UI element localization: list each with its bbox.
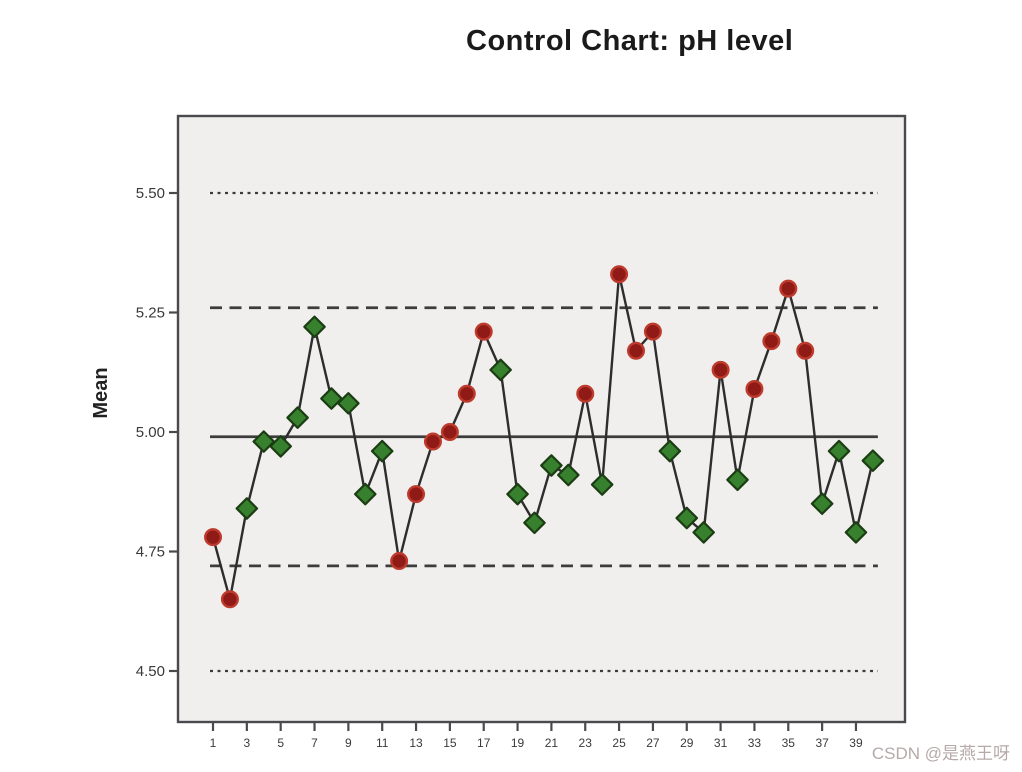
data-point-out-of-control: [203, 528, 222, 547]
y-axis-ticks: 5.50 5.25 5.00 4.75 4.50: [136, 185, 178, 680]
x-tick-label: 25: [612, 736, 626, 750]
y-tick-label: 5.25: [136, 305, 165, 322]
data-point-in-control: [370, 439, 394, 463]
data-point-in-control: [286, 406, 309, 429]
x-tick-label: 31: [714, 736, 728, 750]
data-point-out-of-control: [762, 332, 781, 351]
data-point-out-of-control: [643, 322, 662, 341]
data-point-out-of-control: [796, 341, 815, 360]
data-point-out-of-control: [474, 322, 493, 341]
data-point-out-of-control: [440, 423, 459, 442]
x-tick-label: 33: [748, 736, 762, 750]
data-point-in-control: [658, 439, 682, 463]
data-point-out-of-control: [627, 341, 646, 360]
x-tick-label: 39: [849, 736, 863, 750]
data-point-out-of-control: [745, 379, 764, 398]
data-point-in-control: [235, 497, 259, 520]
data-point-in-control: [506, 482, 529, 506]
x-tick-label: 3: [243, 736, 250, 750]
x-tick-label: 1: [210, 736, 217, 750]
x-tick-label: 27: [646, 736, 660, 750]
data-point-in-control: [269, 435, 292, 458]
x-tick-label: 37: [815, 736, 829, 750]
data-point-in-control: [303, 315, 326, 339]
data-point-in-control: [590, 473, 614, 496]
x-tick-label: 19: [511, 736, 525, 750]
data-point-out-of-control: [220, 590, 239, 609]
y-tick-label: 5.50: [136, 185, 165, 202]
data-point-in-control: [827, 439, 851, 463]
series-line: [211, 273, 875, 601]
data-point-in-control: [337, 392, 360, 415]
data-point-in-control: [489, 358, 512, 382]
watermark: CSDN @是燕王呀: [871, 744, 1010, 763]
data-point-in-control: [726, 468, 749, 492]
data-point-out-of-control: [610, 265, 629, 284]
x-tick-label: 17: [477, 736, 491, 750]
data-point-in-control: [523, 511, 546, 535]
data-point-in-control: [692, 521, 715, 544]
data-points: [203, 265, 885, 609]
data-point-in-control: [353, 482, 377, 506]
data-point-in-control: [810, 492, 834, 515]
chart-title: Control Chart: pH level: [466, 25, 794, 57]
data-point-out-of-control: [576, 384, 595, 403]
y-tick-label: 4.50: [136, 663, 165, 680]
data-point-in-control: [844, 521, 868, 544]
data-point-in-control: [557, 463, 580, 487]
data-point-in-control: [320, 387, 343, 410]
x-tick-label: 35: [782, 736, 796, 750]
x-tick-label: 15: [443, 736, 457, 750]
data-point-in-control: [252, 430, 276, 453]
data-point-out-of-control: [711, 360, 730, 379]
x-tick-label: 23: [579, 736, 593, 750]
plot-area: [176, 114, 907, 724]
y-tick-label: 4.75: [136, 544, 165, 561]
data-point-out-of-control: [407, 485, 426, 504]
data-point-in-control: [861, 449, 885, 472]
x-tick-label: 5: [277, 736, 284, 750]
data-point-out-of-control: [423, 432, 442, 451]
reference-lines: [210, 191, 878, 673]
x-tick-label: 7: [311, 736, 318, 750]
x-tick-label: 11: [376, 736, 389, 750]
data-point-in-control: [540, 454, 563, 477]
data-point-out-of-control: [390, 552, 409, 571]
y-tick-label: 5.00: [136, 424, 165, 441]
x-tick-label: 29: [680, 736, 694, 750]
x-axis-ticks: 1 3 5 7 9 11 13 15 17 19 21 23 25 27 29 31 33 35 37 39: [210, 722, 863, 750]
data-point-out-of-control: [457, 384, 476, 403]
x-tick-label: 13: [409, 736, 423, 750]
x-tick-label: 9: [345, 736, 352, 750]
data-point-out-of-control: [779, 279, 798, 298]
x-tick-label: 21: [545, 736, 559, 750]
data-point-in-control: [675, 506, 699, 530]
